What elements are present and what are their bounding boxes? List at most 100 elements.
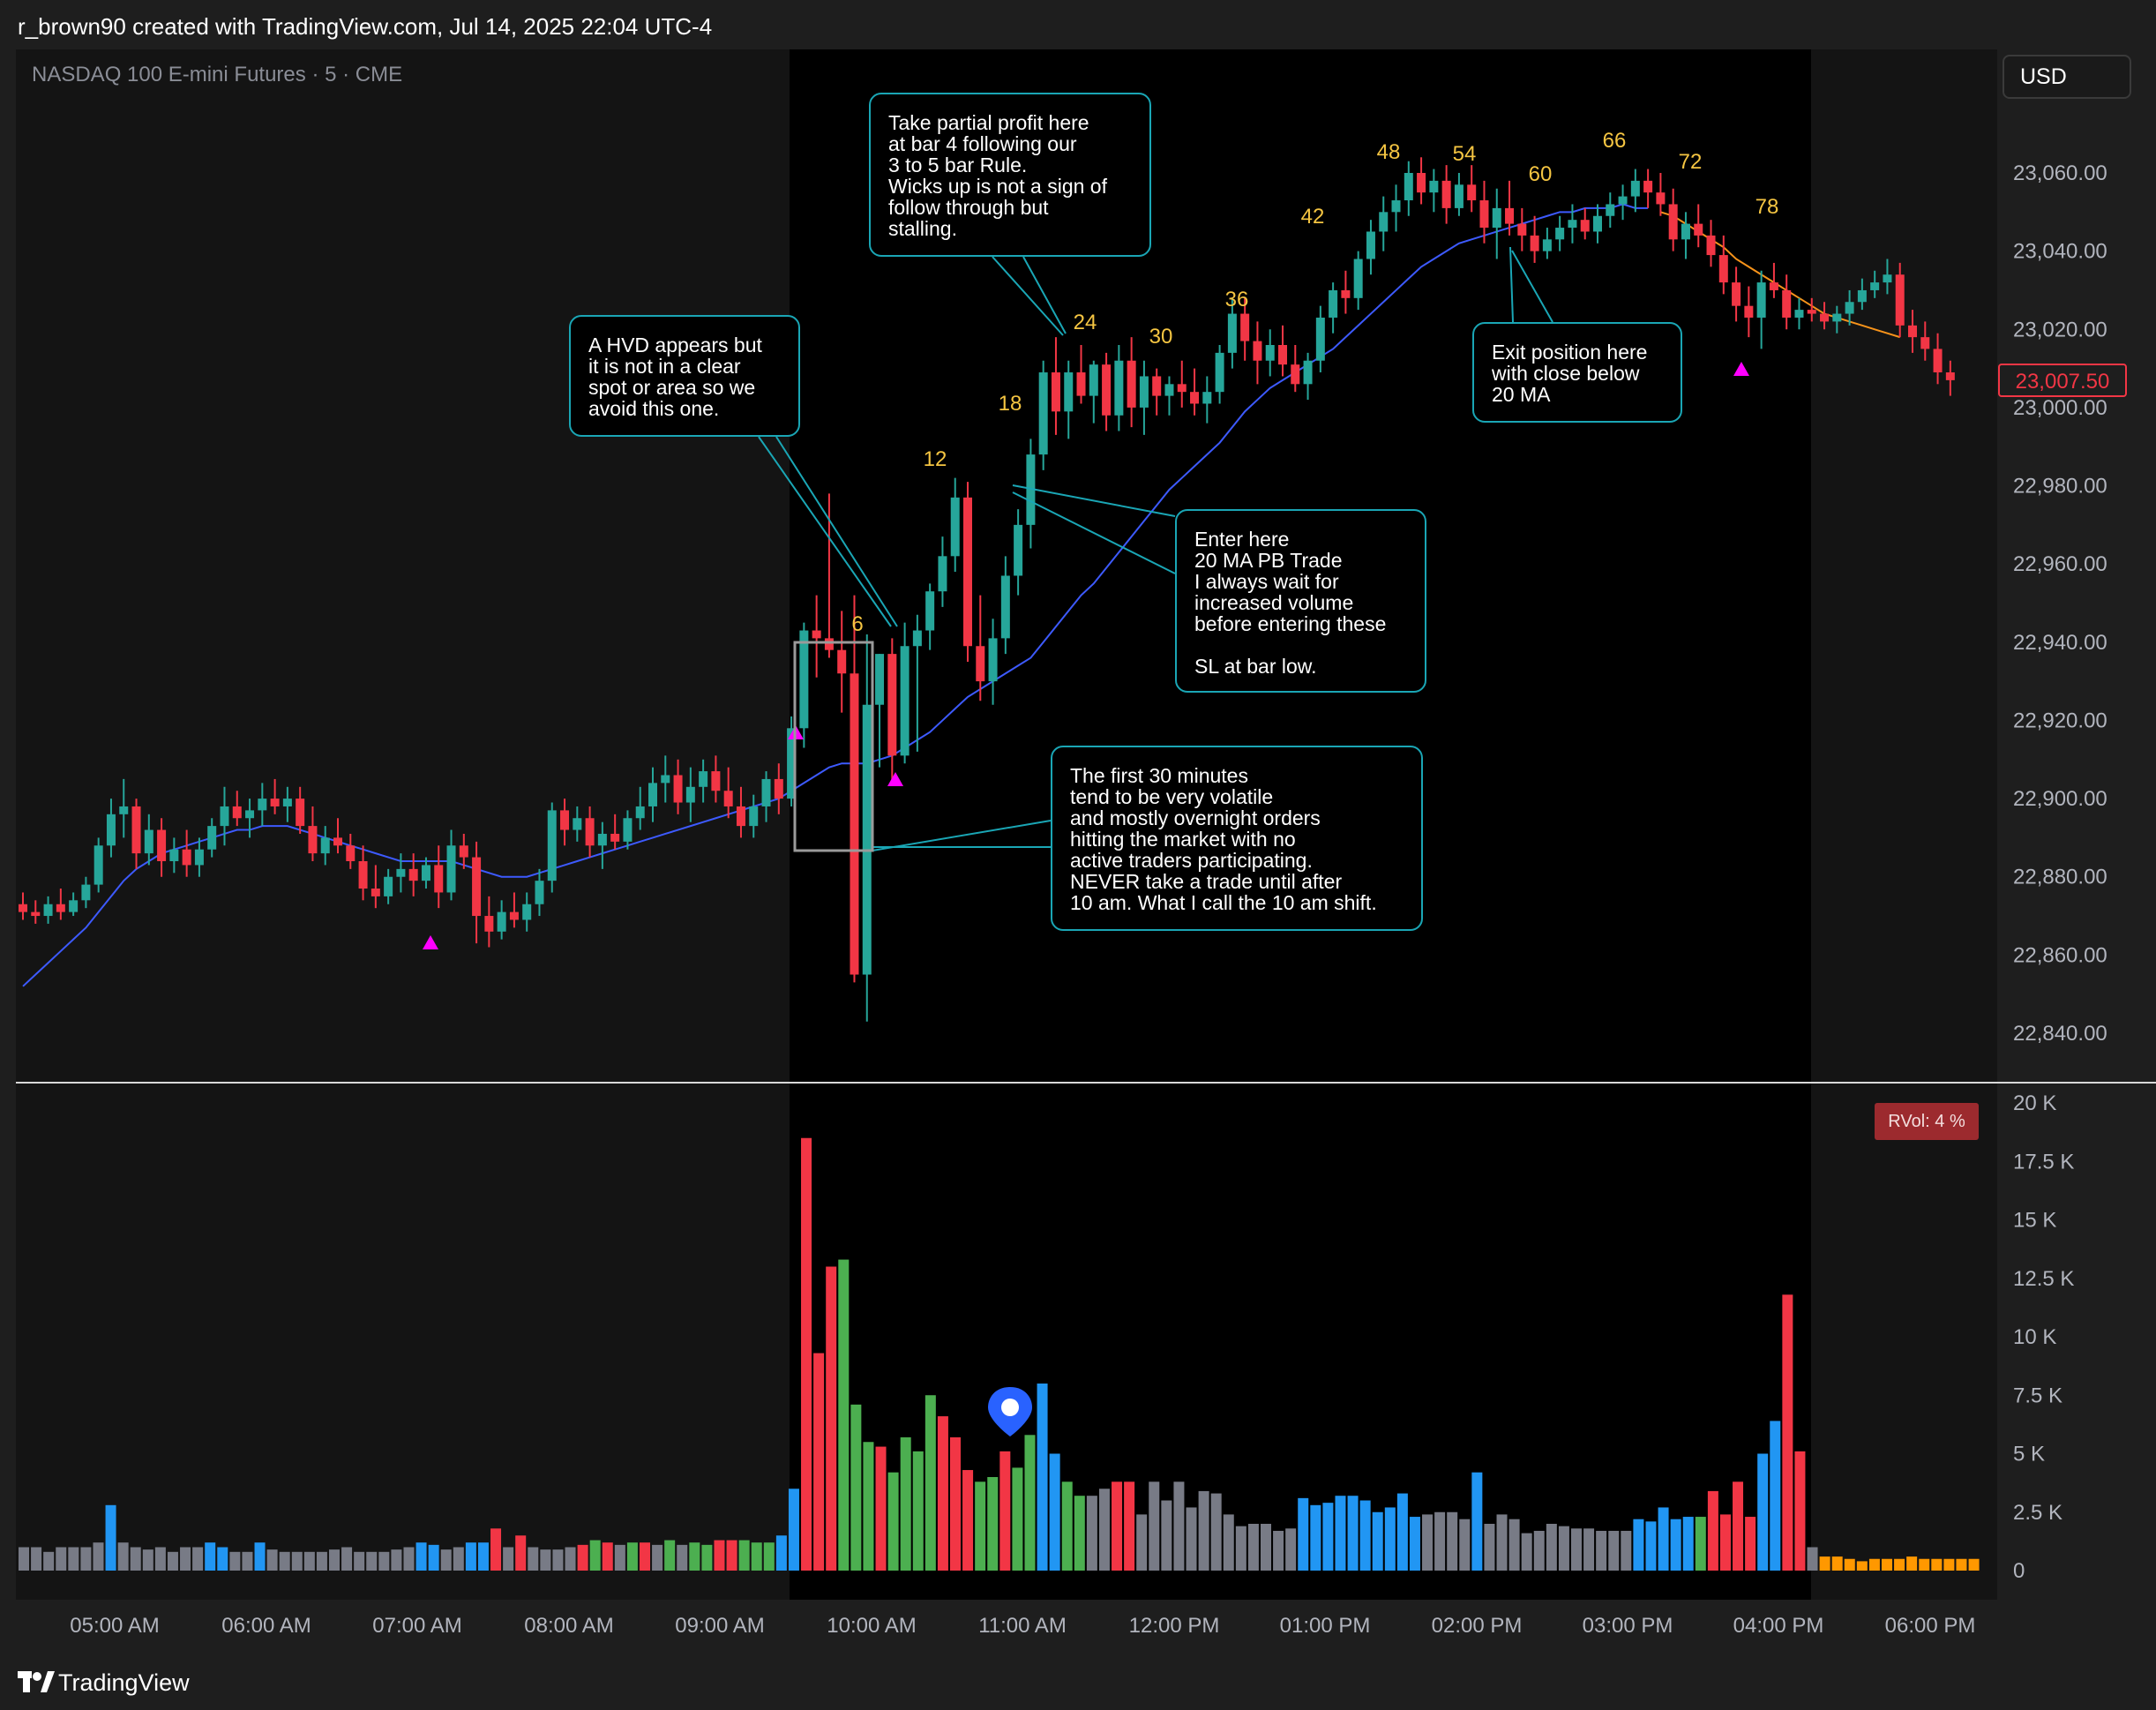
volume-bar bbox=[1359, 1500, 1371, 1571]
volume-bar bbox=[1298, 1497, 1309, 1571]
volume-bar bbox=[1719, 1514, 1731, 1571]
volume-bar bbox=[1819, 1556, 1830, 1571]
volume-bar bbox=[1856, 1561, 1868, 1571]
bar-count-label: 54 bbox=[1453, 142, 1477, 166]
candle-body bbox=[1479, 200, 1489, 229]
candle-body bbox=[1820, 313, 1830, 322]
candle-body bbox=[573, 818, 582, 830]
volume-bar bbox=[242, 1551, 253, 1571]
volume-bar bbox=[154, 1547, 166, 1571]
candle-body bbox=[1379, 212, 1389, 232]
candle-body bbox=[522, 904, 532, 920]
note-enter[interactable]: Enter here 20 MA PB Trade I always wait … bbox=[1175, 509, 1426, 693]
candle-body bbox=[358, 861, 368, 889]
volume-bar bbox=[1409, 1517, 1420, 1571]
volume-bar bbox=[180, 1547, 191, 1571]
volume-bar bbox=[1285, 1528, 1297, 1571]
candle-body bbox=[1668, 204, 1678, 240]
candle-body bbox=[1417, 173, 1426, 193]
rvol-badge: RVol: 4 % bbox=[1875, 1103, 1979, 1140]
candle-body bbox=[837, 649, 847, 674]
candle-body bbox=[1329, 289, 1338, 318]
candle-body bbox=[585, 818, 595, 846]
price-tick-label: 22,940.00 bbox=[2013, 631, 2107, 655]
time-tick-label: 09:00 AM bbox=[675, 1614, 764, 1638]
candle-body bbox=[434, 865, 444, 893]
note-exit[interactable]: Exit position here with close below 20 M… bbox=[1472, 322, 1682, 423]
volume-bar bbox=[1061, 1481, 1073, 1571]
volume-tick-label: 10 K bbox=[2013, 1325, 2056, 1349]
bar-count-label: 72 bbox=[1679, 150, 1703, 174]
volume-bar bbox=[1645, 1521, 1657, 1571]
time-tick-label: 06:00 PM bbox=[1885, 1614, 1976, 1638]
volume-bar bbox=[1012, 1467, 1023, 1571]
candle-body bbox=[69, 900, 79, 912]
volume-bar bbox=[1434, 1511, 1446, 1571]
candle-body bbox=[1064, 372, 1074, 412]
volume-tick-label: 15 K bbox=[2013, 1209, 2056, 1233]
volume-bar bbox=[1335, 1496, 1346, 1571]
volume-bar bbox=[1882, 1558, 1892, 1571]
candle-body bbox=[94, 845, 103, 885]
bar-count-label: 6 bbox=[851, 612, 863, 636]
note-hvd[interactable]: A HVD appears but it is not in a clear s… bbox=[569, 315, 800, 437]
candle-body bbox=[1353, 259, 1363, 298]
volume-bar bbox=[254, 1542, 266, 1571]
volume-bar bbox=[1484, 1524, 1495, 1571]
candle-body bbox=[232, 806, 242, 819]
candle-body bbox=[1026, 454, 1036, 525]
volume-bar bbox=[1273, 1530, 1284, 1571]
volume-bar bbox=[1198, 1490, 1209, 1571]
volume-bar bbox=[1931, 1558, 1943, 1571]
candle-body bbox=[169, 849, 179, 861]
time-tick-label: 06:00 AM bbox=[221, 1614, 311, 1638]
volume-axis-ticks: 20 K 17.5 K 15 K 12.5 K 10 K 7.5 K 5 K 2.5 K 0 bbox=[2013, 1091, 2074, 1583]
note-partial-profit[interactable]: Take partial profit here at bar 4 follow… bbox=[869, 93, 1151, 257]
candle-body bbox=[887, 654, 897, 756]
price-tick-label: 23,000.00 bbox=[2013, 396, 2107, 420]
volume-bars bbox=[19, 1137, 1980, 1571]
bar-count-label: 18 bbox=[999, 392, 1022, 416]
volume-bar bbox=[1943, 1558, 1955, 1571]
currency-button[interactable]: USD bbox=[2003, 55, 2131, 99]
candle-body bbox=[194, 849, 204, 866]
candle-body bbox=[1870, 282, 1880, 290]
candle-body bbox=[1933, 349, 1943, 373]
volume-bar bbox=[863, 1442, 874, 1571]
bar-count-labels: 6 12 18 24 30 36 42 48 54 60 66 72 78 bbox=[851, 129, 1778, 636]
trading-chart[interactable]: 23,060.00 23,040.00 23,020.00 23,000.00 22,9… bbox=[0, 0, 2156, 1657]
candle-body bbox=[1606, 204, 1615, 216]
volume-bar bbox=[465, 1542, 476, 1571]
volume-axis-bg bbox=[1997, 1084, 2156, 1600]
volume-bar bbox=[1396, 1493, 1408, 1571]
candle-body bbox=[296, 799, 305, 827]
volume-bar bbox=[677, 1544, 688, 1571]
volume-bar bbox=[1508, 1519, 1520, 1571]
candle-body bbox=[421, 865, 430, 881]
volume-bar bbox=[68, 1547, 79, 1571]
bar-count-label: 48 bbox=[1377, 140, 1401, 164]
note-first-30-minutes[interactable]: The first 30 minutes tend to be very vol… bbox=[1051, 746, 1423, 931]
time-axis-bg bbox=[16, 1600, 1997, 1647]
volume-bar bbox=[1112, 1481, 1123, 1571]
volume-bar bbox=[1124, 1481, 1135, 1571]
candle-body bbox=[333, 837, 342, 846]
volume-bar bbox=[1868, 1558, 1880, 1571]
volume-bar bbox=[1347, 1496, 1359, 1571]
volume-bar bbox=[341, 1547, 353, 1571]
volume-bar bbox=[19, 1547, 29, 1571]
volume-bar bbox=[701, 1544, 713, 1571]
volume-bar bbox=[900, 1436, 911, 1571]
candle-body bbox=[1441, 180, 1451, 208]
annotation-connector bbox=[758, 436, 898, 627]
candle-body bbox=[799, 630, 809, 729]
candle-body bbox=[1706, 235, 1716, 256]
candle-body bbox=[950, 497, 960, 557]
volume-bar bbox=[1037, 1384, 1048, 1571]
volume-bar bbox=[801, 1137, 812, 1571]
volume-bar bbox=[415, 1542, 427, 1571]
volume-bar bbox=[1906, 1556, 1918, 1571]
volume-bar bbox=[925, 1395, 936, 1571]
volume-bar bbox=[303, 1551, 315, 1571]
volume-bar bbox=[117, 1542, 129, 1571]
